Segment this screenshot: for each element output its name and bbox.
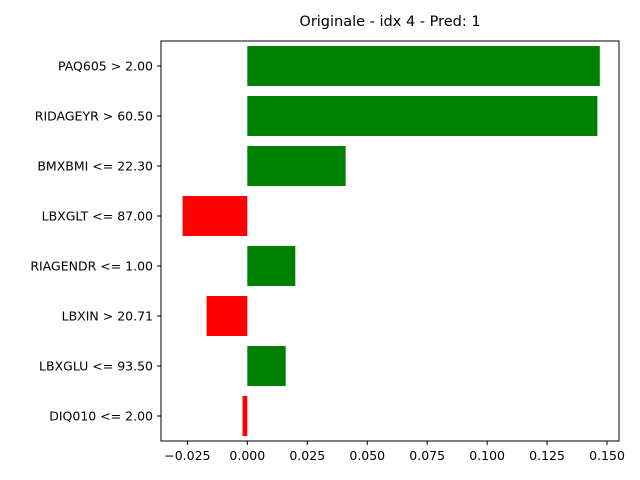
bar-3 <box>182 196 248 236</box>
y-tick-label: LBXGLU <= 93.50 <box>39 359 153 374</box>
x-tick-label: 0.150 <box>589 448 625 463</box>
bar-2 <box>247 146 346 186</box>
bar-4 <box>247 246 296 286</box>
bar-1 <box>247 96 598 136</box>
x-tick-label: 0.075 <box>409 448 445 463</box>
bar-7 <box>242 396 248 436</box>
x-tick-label: −0.025 <box>164 448 210 463</box>
bar-5 <box>206 296 248 336</box>
x-tick-label: 0.025 <box>289 448 325 463</box>
bar-6 <box>247 346 286 386</box>
x-tick-label: 0.100 <box>469 448 505 463</box>
y-tick-label: LBXGLT <= 87.00 <box>42 209 153 224</box>
y-tick-label: RIAGENDR <= 1.00 <box>30 259 153 274</box>
x-tick-label: 0.125 <box>529 448 565 463</box>
x-tick-label: 0.000 <box>229 448 265 463</box>
x-tick-label: 0.050 <box>349 448 385 463</box>
y-tick-label: DIQ010 <= 2.00 <box>49 409 153 424</box>
bar-0 <box>247 46 600 86</box>
y-tick-label: RIDAGEYR > 60.50 <box>35 109 153 124</box>
y-tick-label: BMXBMI <= 22.30 <box>37 159 153 174</box>
axes-frame <box>160 40 620 442</box>
y-tick-label: PAQ605 > 2.00 <box>58 59 153 74</box>
chart-title: Originale - idx 4 - Pred: 1 <box>299 14 480 30</box>
y-tick-label: LBXIN > 20.71 <box>62 309 153 324</box>
